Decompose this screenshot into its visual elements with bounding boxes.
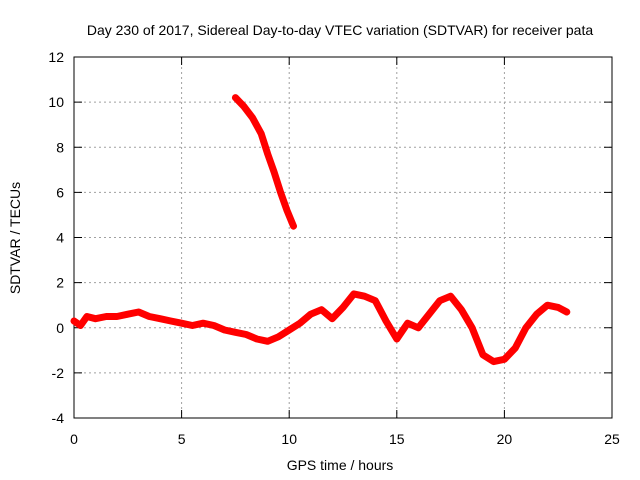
y-tick-label: 6 bbox=[56, 184, 64, 200]
chart-title: Day 230 of 2017, Sidereal Day-to-day VTE… bbox=[87, 22, 594, 38]
data-point bbox=[157, 315, 164, 322]
y-tick-label: -4 bbox=[52, 410, 65, 426]
data-point bbox=[221, 327, 228, 334]
data-point bbox=[146, 313, 153, 320]
y-tick-label: 2 bbox=[56, 275, 64, 291]
data-point bbox=[555, 304, 562, 311]
data-marks bbox=[70, 94, 571, 366]
ticks bbox=[73, 56, 613, 419]
data-point bbox=[103, 313, 110, 320]
data-point bbox=[210, 322, 217, 329]
data-point bbox=[243, 331, 250, 338]
data-point bbox=[277, 189, 284, 196]
data-point bbox=[284, 207, 291, 214]
data-point bbox=[404, 320, 411, 327]
x-tick-label: 25 bbox=[604, 431, 620, 447]
data-point bbox=[436, 297, 443, 304]
data-point bbox=[114, 313, 121, 320]
series-segment bbox=[231, 94, 297, 230]
data-point bbox=[361, 293, 368, 300]
y-tick-label: 10 bbox=[48, 94, 64, 110]
data-point bbox=[329, 315, 336, 322]
data-point bbox=[264, 338, 271, 345]
data-point bbox=[189, 322, 196, 329]
data-point bbox=[178, 320, 185, 327]
data-point bbox=[290, 223, 297, 230]
data-point bbox=[71, 317, 77, 324]
x-tick-label: 0 bbox=[70, 431, 78, 447]
data-point bbox=[501, 356, 508, 363]
y-axis-label: SDTVAR / TECUs bbox=[7, 182, 23, 294]
series-main bbox=[70, 290, 571, 366]
data-point bbox=[340, 304, 346, 311]
data-point bbox=[512, 345, 519, 352]
x-tick-label: 10 bbox=[281, 431, 297, 447]
x-tick-label: 15 bbox=[389, 431, 405, 447]
data-point bbox=[383, 317, 390, 324]
data-point bbox=[232, 94, 239, 101]
y-tick-label: 8 bbox=[56, 139, 64, 155]
x-axis-label: GPS time / hours bbox=[287, 457, 394, 473]
data-point bbox=[350, 290, 357, 297]
data-point bbox=[307, 311, 314, 318]
data-point bbox=[490, 358, 497, 365]
data-point bbox=[393, 336, 400, 343]
data-point bbox=[533, 311, 540, 318]
data-point bbox=[232, 329, 239, 336]
data-point bbox=[271, 169, 278, 176]
data-point bbox=[241, 103, 248, 110]
y-tick-label: -2 bbox=[52, 365, 65, 381]
data-point bbox=[372, 297, 379, 304]
data-point bbox=[544, 302, 551, 309]
x-tick-label: 5 bbox=[178, 431, 186, 447]
data-point bbox=[264, 151, 271, 158]
y-tick-label: 4 bbox=[56, 230, 64, 246]
data-point bbox=[563, 308, 570, 315]
data-point bbox=[469, 324, 476, 331]
data-point bbox=[249, 114, 256, 121]
data-point bbox=[124, 311, 131, 318]
data-point bbox=[258, 130, 265, 137]
data-point bbox=[522, 324, 529, 331]
data-point bbox=[458, 306, 465, 313]
data-point bbox=[318, 306, 325, 313]
tick-labels: 0 5 10 15 20 25 -4 -2 0 2 4 6 8 10 12 bbox=[48, 49, 620, 447]
data-point bbox=[83, 313, 90, 320]
data-point bbox=[479, 351, 486, 358]
y-tick-label: 0 bbox=[56, 320, 64, 336]
data-point bbox=[447, 293, 454, 300]
x-tick-label: 20 bbox=[497, 431, 513, 447]
data-point bbox=[253, 336, 260, 343]
data-point bbox=[415, 324, 422, 331]
data-point bbox=[135, 308, 142, 315]
data-point bbox=[77, 322, 84, 329]
data-point bbox=[92, 315, 99, 322]
data-point bbox=[296, 320, 303, 327]
y-tick-label: 12 bbox=[48, 49, 64, 65]
data-point bbox=[426, 311, 433, 318]
data-point bbox=[200, 320, 207, 327]
data-point bbox=[275, 333, 282, 340]
data-point bbox=[286, 327, 293, 334]
data-point bbox=[167, 317, 174, 324]
